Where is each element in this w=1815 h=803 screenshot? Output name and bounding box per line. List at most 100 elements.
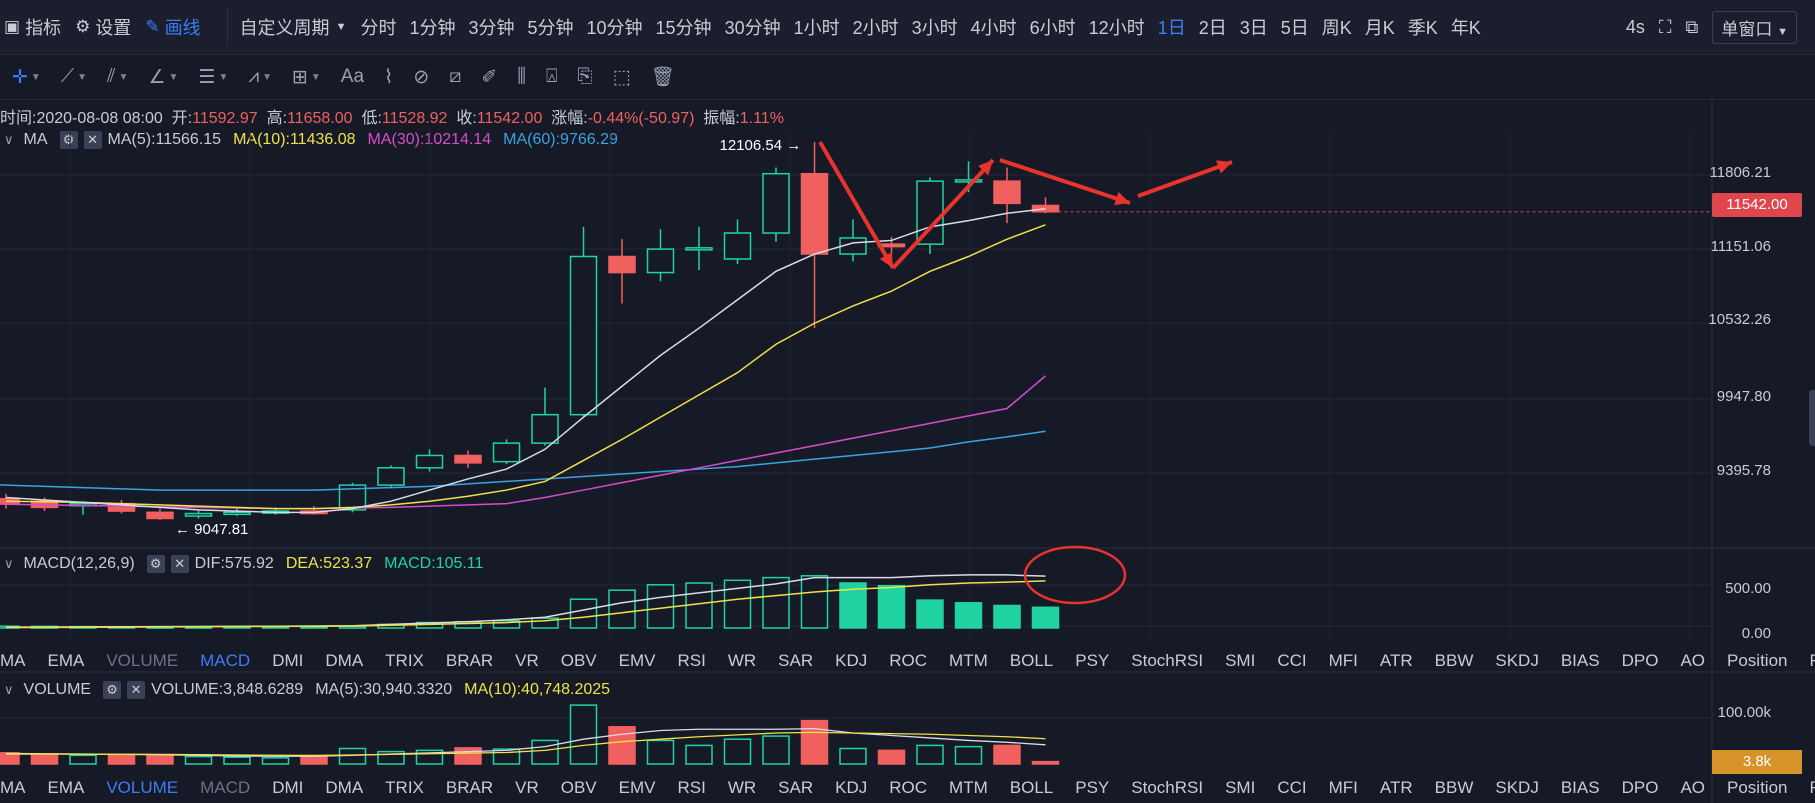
volume-tab-roc[interactable]: ROC (889, 778, 928, 797)
wave-tool[interactable]: ⩘ ▼ (248, 66, 272, 87)
refresh-interval[interactable]: 4s (1625, 16, 1645, 37)
trendline-tool[interactable]: ⟋ ▼ (60, 66, 88, 87)
period-17[interactable]: 周K (1321, 18, 1352, 38)
gear-icon[interactable]: ⚙ (103, 681, 122, 699)
macd-tab-ema[interactable]: EMA (47, 651, 85, 670)
macd-tab-emv[interactable]: EMV (618, 651, 656, 670)
macd-tab-fundflow[interactable]: Fundflow (1809, 651, 1815, 670)
volume-tab-brar[interactable]: BRAR (445, 778, 494, 797)
macd-tab-dpo[interactable]: DPO (1621, 651, 1659, 670)
channel-tool[interactable]: ☰ ▼ (198, 66, 229, 88)
macd-tab-dma[interactable]: DMA (325, 651, 364, 670)
macd-tab-obv[interactable]: OBV (560, 651, 597, 670)
period-13[interactable]: 1日 (1157, 18, 1186, 38)
volume-tab-ema[interactable]: EMA (47, 778, 85, 797)
volume-tab-stochrsi[interactable]: StochRSI (1131, 778, 1204, 797)
period-18[interactable]: 月K (1364, 18, 1395, 38)
draw-button[interactable]: ✎ 画线 (145, 17, 201, 38)
indicators-button[interactable]: ▣ 指标 (4, 17, 62, 38)
volume-tab-mtm[interactable]: MTM (949, 778, 988, 797)
volume-tab-vr[interactable]: VR (515, 778, 539, 797)
macd-tab-sar[interactable]: SAR (778, 651, 814, 670)
crosshair-tool[interactable]: ✛ ▼ (12, 66, 41, 88)
multiline-tool[interactable]: ⫽ ▼ (107, 66, 129, 87)
side-panel-handle[interactable] (1809, 390, 1815, 446)
macd-tab-ao[interactable]: AO (1680, 651, 1705, 670)
period-10[interactable]: 4小时 (970, 18, 1017, 38)
period-7[interactable]: 1小时 (793, 18, 840, 38)
volume-tab-skdj[interactable]: SKDJ (1495, 778, 1539, 797)
macd-tab-mfi[interactable]: MFI (1328, 651, 1358, 670)
macd-tab-skdj[interactable]: SKDJ (1495, 651, 1539, 670)
screenshot-tool[interactable]: ⬚ (613, 66, 631, 89)
shape-tool[interactable]: ⊞ ▼ (291, 66, 321, 88)
volume-tab-dmi[interactable]: DMI (272, 778, 304, 797)
macd-tab-atr[interactable]: ATR (1379, 651, 1413, 670)
volume-tab-bbw[interactable]: BBW (1434, 778, 1474, 797)
period-14[interactable]: 2日 (1198, 18, 1227, 38)
volume-tab-boll[interactable]: BOLL (1009, 778, 1054, 797)
volume-tab-bias[interactable]: BIAS (1560, 778, 1600, 797)
volume-tab-kdj[interactable]: KDJ (835, 778, 868, 797)
macd-tab-kdj[interactable]: KDJ (835, 651, 868, 670)
text-tool[interactable]: Aa (340, 66, 365, 87)
volume-tab-rsi[interactable]: RSI (677, 778, 706, 797)
volume-tab-mfi[interactable]: MFI (1328, 778, 1358, 797)
volume-tab-atr[interactable]: ATR (1379, 778, 1413, 797)
volume-tab-dpo[interactable]: DPO (1621, 778, 1659, 797)
volume-tab-trix[interactable]: TRIX (385, 778, 424, 797)
fullscreen-icon[interactable]: ⛶ (1658, 16, 1672, 37)
period-19[interactable]: 季K (1407, 18, 1438, 38)
period-2[interactable]: 3分钟 (468, 18, 515, 38)
lock-tool[interactable]: ⍓ (546, 66, 557, 88)
collapse-chevron-icon[interactable]: ∨ (4, 132, 14, 147)
copy-tool[interactable]: ⎘ (577, 66, 592, 88)
macd-tab-position[interactable]: Position (1727, 651, 1788, 670)
volume-tab-ma[interactable]: MA (0, 778, 26, 797)
volume-tab-cci[interactable]: CCI (1277, 778, 1307, 797)
volume-tab-obv[interactable]: OBV (560, 778, 597, 797)
period-12[interactable]: 12小时 (1088, 18, 1145, 38)
macd-tab-bias[interactable]: BIAS (1560, 651, 1600, 670)
volume-tab-volume[interactable]: VOLUME (106, 778, 179, 797)
period-5[interactable]: 15分钟 (655, 18, 712, 38)
volume-tab-position[interactable]: Position (1727, 778, 1788, 797)
pattern-tool[interactable]: ⌇ (384, 66, 393, 89)
ruler-tool[interactable]: ⧄ (449, 66, 461, 88)
macd-tab-ma[interactable]: MA (0, 651, 26, 670)
macd-tab-mtm[interactable]: MTM (949, 651, 988, 670)
popout-icon[interactable]: ⧉ (1685, 16, 1699, 37)
macd-tab-stochrsi[interactable]: StochRSI (1131, 651, 1204, 670)
period-11[interactable]: 6小时 (1029, 18, 1076, 38)
volume-tab-wr[interactable]: WR (727, 778, 757, 797)
close-icon[interactable]: ✕ (83, 131, 102, 149)
macd-tab-smi[interactable]: SMI (1225, 651, 1256, 670)
macd-tab-bbw[interactable]: BBW (1434, 651, 1474, 670)
period-20[interactable]: 年K (1450, 18, 1481, 38)
angle-tool[interactable]: ∠ ▼ (148, 66, 179, 88)
period-15[interactable]: 3日 (1239, 18, 1268, 38)
volume-tab-macd[interactable]: MACD (200, 778, 251, 797)
period-8[interactable]: 2小时 (852, 18, 899, 38)
delete-tool[interactable]: 🗑 (651, 65, 675, 89)
gear-icon[interactable]: ⚙ (146, 555, 165, 573)
period-3[interactable]: 5分钟 (527, 18, 574, 38)
macd-tab-psy[interactable]: PSY (1075, 651, 1110, 670)
period-16[interactable]: 5日 (1280, 18, 1309, 38)
volume-tab-sar[interactable]: SAR (778, 778, 814, 797)
volume-tab-psy[interactable]: PSY (1075, 778, 1110, 797)
settings-button[interactable]: ⚙ 设置 (75, 17, 132, 38)
macd-tab-dmi[interactable]: DMI (272, 651, 304, 670)
period-6[interactable]: 30分钟 (724, 18, 781, 38)
macd-tab-boll[interactable]: BOLL (1009, 651, 1054, 670)
volume-tab-smi[interactable]: SMI (1225, 778, 1256, 797)
volume-tab-dma[interactable]: DMA (325, 778, 364, 797)
close-icon[interactable]: ✕ (170, 555, 189, 573)
gear-icon[interactable]: ⚙ (59, 131, 78, 149)
custom-period-dropdown[interactable]: 自定义周期 ▼ (239, 18, 347, 38)
macd-tab-cci[interactable]: CCI (1277, 651, 1307, 670)
volume-tab-emv[interactable]: EMV (618, 778, 656, 797)
close-icon[interactable]: ✕ (127, 681, 146, 699)
period-4[interactable]: 10分钟 (586, 18, 643, 38)
